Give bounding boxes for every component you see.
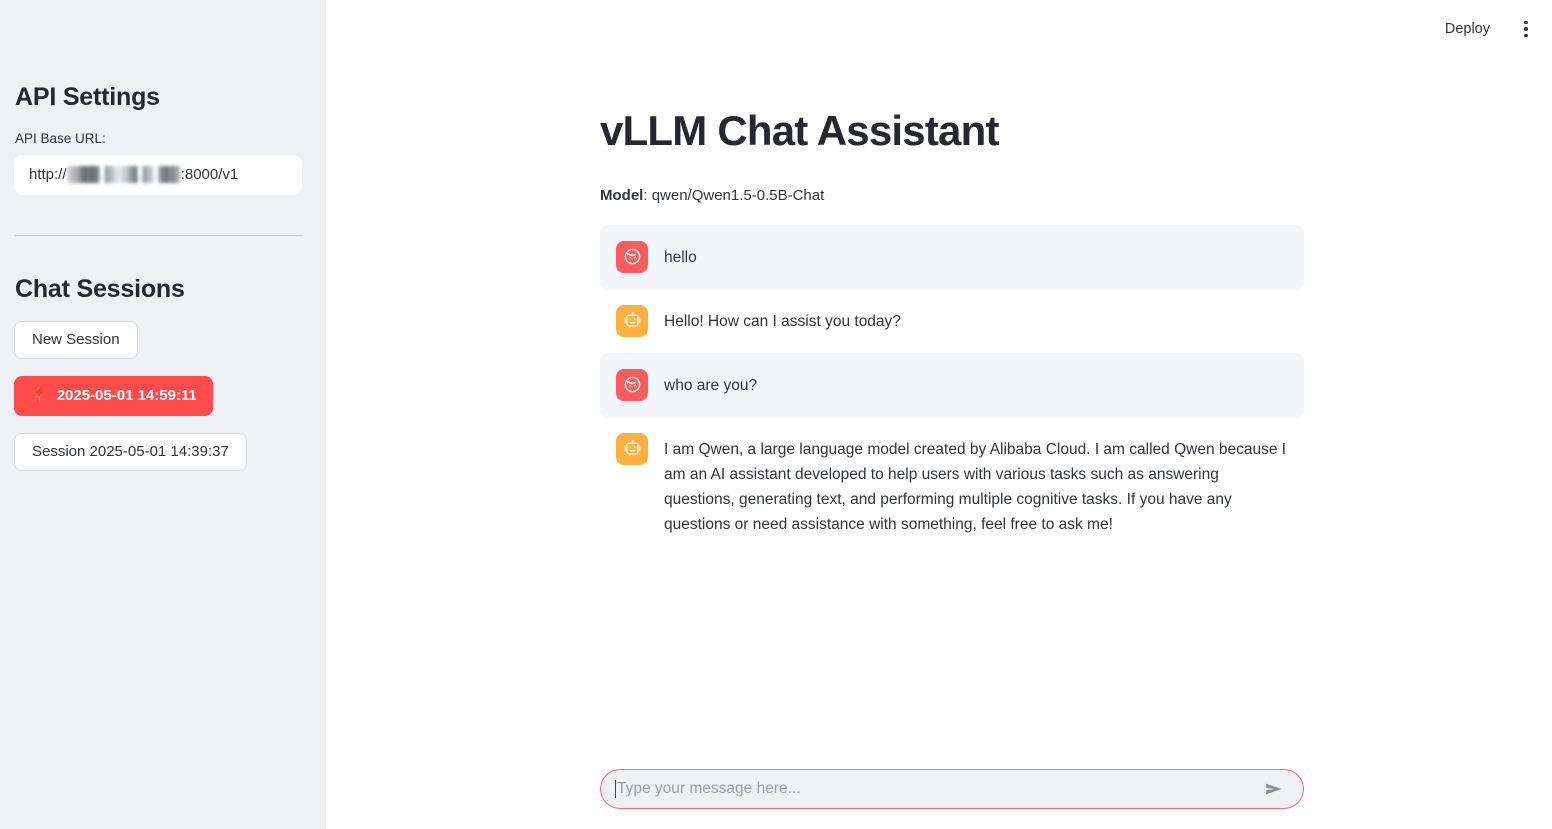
url-redacted-host: ███.███.█.██ xyxy=(66,166,181,184)
user-face-icon xyxy=(616,240,648,273)
message-list: hello Hel xyxy=(600,224,1304,554)
user-face-icon xyxy=(616,368,648,401)
main-area: Deploy vLLM Chat Assistant Model: qwen/Q… xyxy=(326,0,1552,829)
kebab-dot-1 xyxy=(1524,20,1528,25)
model-name: qwen/Qwen1.5-0.5B-Chat xyxy=(651,187,825,205)
chat-message-user: hello xyxy=(600,224,1304,289)
chat-input-placeholder: Type your message here... xyxy=(617,780,801,798)
session-item-label: 2025-05-01 14:59:11 xyxy=(56,387,197,405)
api-base-url-input[interactable]: http://███.███.█.██:8000/v1 xyxy=(14,154,302,195)
api-base-url-label: API Base URL: xyxy=(15,131,106,146)
chat-message-text: who are you? xyxy=(664,376,758,394)
session-row-1: Session 2025-05-01 14:39:37 xyxy=(14,432,312,471)
pin-icon: 📍 xyxy=(30,387,49,405)
send-arrow-icon[interactable] xyxy=(1261,776,1287,802)
model-info: Model: qwen/Qwen1.5-0.5B-Chat xyxy=(600,185,1304,208)
chat-message-assistant: Hello! How can I assist you today? xyxy=(600,288,1304,353)
kebab-menu-icon[interactable] xyxy=(1512,15,1540,43)
session-row-active: 📍 2025-05-01 14:59:11 xyxy=(14,375,312,416)
chat-message-assistant: I am Qwen, a large language model create… xyxy=(600,416,1304,554)
chat-input-container: Type your message here... xyxy=(600,769,1304,809)
content-column: vLLM Chat Assistant Model: qwen/Qwen1.5-… xyxy=(600,0,1304,829)
robot-icon xyxy=(616,432,648,465)
api-settings-heading: API Settings xyxy=(15,83,160,111)
session-item-active[interactable]: 📍 2025-05-01 14:59:11 xyxy=(14,375,213,416)
chat-message-user: who are you? xyxy=(600,352,1304,417)
session-item-1[interactable]: Session 2025-05-01 14:39:37 xyxy=(14,432,247,471)
deploy-button[interactable]: Deploy xyxy=(1444,20,1490,37)
topbar: Deploy xyxy=(1437,0,1552,58)
sidebar-divider xyxy=(15,234,303,236)
model-colon: : xyxy=(643,187,652,205)
chat-sessions-heading: Chat Sessions xyxy=(15,274,185,303)
url-suffix-text: :8000/v1 xyxy=(180,166,239,184)
text-caret xyxy=(615,780,616,798)
sidebar: API Settings API Base URL: http://███.██… xyxy=(0,0,326,829)
chat-input[interactable]: Type your message here... xyxy=(600,769,1304,809)
kebab-dot-3 xyxy=(1524,33,1528,38)
kebab-dot-2 xyxy=(1524,27,1528,31)
chat-message-text: hello xyxy=(664,248,697,266)
new-session-button[interactable]: New Session xyxy=(14,320,138,359)
robot-icon xyxy=(616,304,648,337)
url-prefix-text: http:// xyxy=(29,166,67,184)
page-title: vLLM Chat Assistant xyxy=(600,107,999,154)
chat-message-text: Hello! How can I assist you today? xyxy=(664,312,901,330)
new-session-row: New Session xyxy=(14,320,312,359)
chat-message-text: I am Qwen, a large language model create… xyxy=(664,440,1287,534)
model-label: Model xyxy=(600,187,644,205)
